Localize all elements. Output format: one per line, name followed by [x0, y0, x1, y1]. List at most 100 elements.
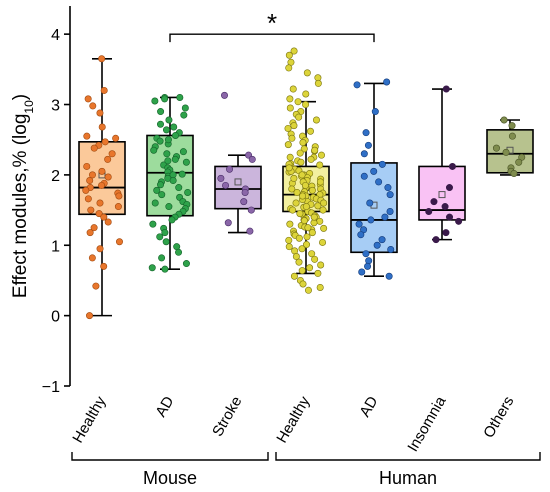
data-point: [171, 155, 179, 163]
data-point: [502, 148, 510, 156]
data-point: [182, 260, 190, 268]
data-point: [87, 206, 95, 214]
y-tick-label: 3: [51, 98, 60, 115]
data-point: [311, 146, 319, 154]
data-point: [98, 167, 106, 175]
data-point: [156, 120, 164, 128]
data-point: [306, 127, 314, 135]
data-point: [319, 238, 327, 246]
data-point: [288, 134, 296, 142]
data-point: [430, 198, 438, 206]
data-point: [175, 184, 183, 192]
data-point: [302, 203, 310, 211]
data-point: [224, 219, 232, 227]
data-point: [161, 229, 169, 237]
data-point: [302, 101, 310, 109]
data-point: [162, 238, 170, 246]
data-point: [179, 148, 187, 156]
data-point: [446, 213, 454, 221]
data-point: [86, 177, 94, 185]
y-tick-label: 1: [51, 238, 60, 255]
data-point: [306, 264, 314, 272]
data-point: [181, 104, 189, 112]
data-point: [170, 123, 178, 131]
data-point: [508, 132, 516, 140]
data-point: [285, 51, 293, 59]
data-point: [88, 171, 96, 179]
data-point: [290, 272, 298, 280]
data-point: [378, 236, 386, 244]
data-point: [285, 243, 293, 251]
data-point: [378, 160, 386, 168]
data-point: [172, 131, 180, 139]
data-point: [375, 178, 383, 186]
data-point: [286, 153, 294, 161]
data-point: [455, 217, 463, 225]
data-point: [510, 169, 518, 177]
data-point: [88, 254, 96, 262]
data-point: [320, 224, 328, 232]
data-point: [290, 47, 298, 55]
data-point: [302, 90, 310, 98]
data-point: [98, 55, 106, 63]
data-point: [303, 241, 311, 249]
data-point: [101, 138, 109, 146]
data-point: [364, 141, 372, 149]
data-point: [384, 184, 392, 192]
data-point: [104, 155, 112, 163]
data-point: [320, 199, 328, 207]
data-point: [357, 231, 365, 239]
data-point: [247, 206, 255, 214]
data-point: [114, 203, 122, 211]
data-point: [158, 254, 166, 262]
data-point: [355, 220, 363, 228]
data-point: [314, 269, 322, 277]
data-point: [295, 113, 303, 121]
data-point: [317, 151, 325, 159]
data-point: [156, 233, 164, 241]
category-label: Stroke: [209, 394, 245, 440]
mean-marker: [234, 178, 242, 186]
group-label: Human: [379, 468, 437, 488]
data-point: [362, 250, 370, 258]
data-point: [299, 192, 307, 200]
data-point: [292, 199, 300, 207]
data-point: [178, 170, 186, 178]
data-point: [358, 268, 366, 276]
y-tick-label: −1: [42, 379, 60, 396]
data-point: [316, 217, 324, 225]
data-point: [387, 245, 395, 253]
data-point: [98, 181, 106, 189]
data-point: [108, 150, 116, 158]
data-point: [176, 93, 184, 101]
data-point: [286, 104, 294, 112]
data-point: [386, 207, 394, 215]
data-point: [508, 122, 516, 130]
data-point: [316, 178, 324, 186]
data-point: [100, 262, 108, 270]
data-point: [150, 146, 158, 154]
data-point: [286, 95, 294, 103]
data-point: [500, 116, 508, 124]
data-point: [304, 224, 312, 232]
data-point: [157, 108, 165, 116]
data-point: [308, 186, 316, 194]
data-point: [164, 157, 172, 165]
data-point: [84, 195, 92, 203]
data-point: [222, 181, 230, 189]
data-point: [168, 216, 176, 224]
data-point: [226, 165, 234, 173]
data-point: [367, 216, 375, 224]
data-point: [100, 213, 108, 221]
data-point: [161, 265, 169, 273]
data-point: [285, 236, 293, 244]
data-point: [307, 155, 315, 163]
data-point: [365, 257, 373, 265]
data-point: [370, 167, 378, 175]
category-label: AD: [356, 393, 381, 420]
data-point: [316, 283, 324, 291]
data-point: [100, 86, 108, 94]
data-point: [98, 123, 106, 131]
data-point: [362, 129, 370, 137]
data-point: [312, 116, 320, 124]
